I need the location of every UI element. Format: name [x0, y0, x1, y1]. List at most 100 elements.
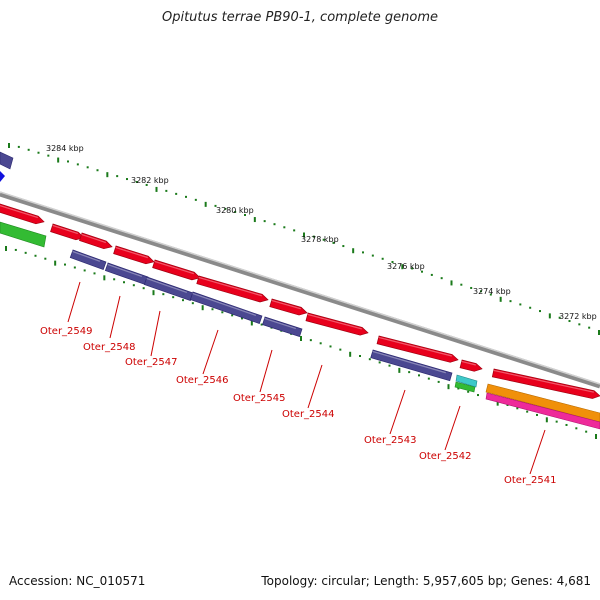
outer-tick: [391, 260, 394, 263]
reverse-gene: [143, 276, 194, 302]
blue-marker: [0, 171, 5, 182]
outer-tick: [244, 213, 246, 216]
inner-tick: [437, 380, 440, 383]
outer-tick: [293, 229, 296, 232]
outer-tick: [450, 280, 453, 286]
inner-tick: [457, 387, 460, 390]
outer-tick: [135, 180, 138, 183]
inner-tick: [319, 342, 322, 345]
inner-tick: [54, 260, 57, 266]
inner-tick: [545, 417, 548, 423]
leader-line-2544: [307, 364, 323, 409]
forward-gene: [113, 245, 155, 265]
outer-tick: [578, 323, 581, 326]
gene-label-oter-2548: Oter_2548: [83, 342, 136, 353]
forward-gene: [196, 275, 269, 303]
outer-tick: [194, 198, 197, 201]
outer-tick: [273, 223, 276, 226]
outer-tick: [470, 286, 473, 289]
forward-gene: [305, 312, 369, 336]
inner-tick: [398, 367, 401, 373]
inner-tick: [24, 251, 27, 254]
gene-label-oter-2549: Oter_2549: [40, 326, 93, 337]
inner-tick: [221, 311, 224, 314]
inner-tick: [349, 351, 352, 357]
outer-tick: [548, 313, 551, 319]
inner-tick: [300, 336, 302, 341]
leader-line-2542: [444, 405, 461, 451]
inner-tick: [408, 371, 411, 374]
outer-tick: [175, 192, 178, 195]
inner-tick: [359, 354, 361, 357]
leader-line-2543: [389, 389, 406, 435]
forward-gene: [269, 298, 308, 316]
inner-tick: [113, 278, 116, 281]
outer-tick-ring: [8, 143, 600, 335]
inner-tick: [339, 348, 342, 351]
outer-tick: [126, 178, 128, 181]
inner-tick: [44, 257, 47, 260]
outer-tick: [27, 148, 30, 151]
outer-tick: [155, 186, 158, 192]
inner-tick: [260, 323, 263, 326]
forward-gene: [459, 359, 483, 372]
outer-tick: [499, 296, 502, 302]
outer-tick: [539, 310, 541, 313]
outer-tick: [185, 195, 187, 198]
forward-gene: [79, 232, 113, 250]
gene-label-oter-2545: Oter_2545: [233, 393, 286, 404]
forward-gene: [491, 368, 600, 399]
outer-tick: [480, 290, 482, 293]
reverse-gene: [262, 316, 303, 338]
inner-tick: [388, 364, 391, 367]
inner-tick: [555, 420, 558, 423]
outer-tick: [421, 270, 423, 273]
outer-tick: [312, 235, 315, 238]
inner-tick: [496, 400, 499, 406]
kbp-label-3272: 3272 kbp: [559, 312, 597, 321]
topology-text: Topology: circular; Length: 5,957,605 bp…: [261, 574, 591, 588]
inner-tick: [467, 390, 470, 393]
inner-tick: [73, 266, 76, 269]
forward-gene: [0, 203, 45, 225]
magenta-feature: [485, 392, 600, 430]
inner-tick: [250, 320, 253, 326]
gene-label-oter-2546: Oter_2546: [176, 375, 229, 386]
map-title: Opitutus terrae PB90-1, complete genome: [161, 10, 439, 25]
inner-tick: [329, 345, 332, 348]
outer-tick: [430, 273, 433, 276]
inner-tick: [447, 384, 450, 390]
outer-tick: [234, 210, 237, 213]
forward-gene: [152, 259, 201, 281]
outer-tick: [57, 157, 60, 163]
inner-tick: [536, 413, 538, 416]
forward-gene: [376, 335, 459, 363]
outer-tick: [145, 183, 148, 186]
outer-tick: [47, 154, 50, 157]
outer-tick: [362, 251, 364, 254]
outer-tick: [17, 145, 20, 148]
outer-tick: [86, 166, 89, 169]
outer-tick: [352, 248, 355, 254]
outer-tick: [598, 330, 600, 335]
outer-tick: [460, 283, 463, 286]
leader-line-2545: [259, 349, 273, 393]
inner-tick: [231, 314, 234, 317]
outer-tick: [381, 257, 384, 260]
outer-tick: [322, 238, 325, 241]
reverse-gene: [189, 291, 263, 325]
inner-tick: [506, 403, 509, 406]
outer-tick: [588, 326, 591, 329]
outer-tick: [96, 169, 99, 172]
inner-tick: [585, 430, 588, 433]
leader-line-2546: [202, 329, 219, 375]
inner-tick: [526, 410, 529, 413]
outer-tick: [371, 254, 374, 257]
inner-tick: [565, 423, 568, 426]
inner-tick: [418, 374, 420, 377]
inner-tick: [103, 275, 106, 281]
accession-text: Accession: NC_010571: [9, 574, 146, 588]
inner-tick: [5, 246, 7, 251]
inner-tick: [477, 394, 479, 397]
outer-tick: [519, 303, 522, 306]
